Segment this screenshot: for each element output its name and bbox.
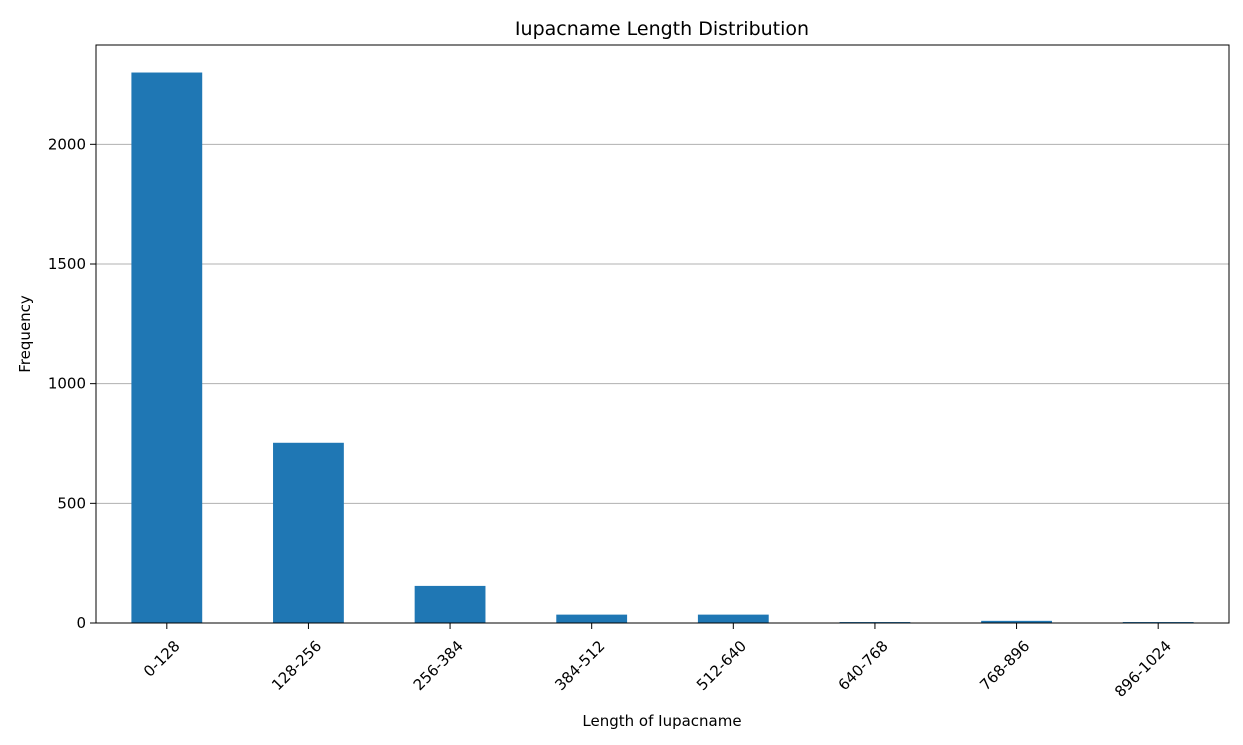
bar-768-896 — [981, 620, 1052, 623]
y-tick-label: 0 — [76, 614, 86, 632]
x-tick-label: 768-896 — [976, 637, 1033, 694]
x-tick-label: 384-512 — [551, 637, 608, 694]
x-tick-label: 896-1024 — [1111, 637, 1175, 701]
x-axis-ticks: 0-128 128-256 256-384 384-512 512-640 640-768… — [140, 623, 1175, 701]
gridlines — [96, 143, 1229, 504]
bar-128-256 — [273, 442, 344, 623]
bar-256-384 — [414, 585, 486, 623]
y-axis-label: Frequency — [16, 295, 34, 373]
bars — [131, 72, 1194, 624]
bar-512-640 — [697, 614, 769, 623]
x-tick-label: 128-256 — [268, 637, 325, 694]
bar-384-512 — [556, 614, 628, 623]
plot-frame — [95, 44, 1230, 624]
y-tick-label: 1500 — [48, 255, 86, 273]
y-axis-ticks: 0 500 1000 1500 2000 — [48, 135, 96, 632]
x-tick-label: 640-768 — [835, 637, 892, 694]
x-tick-label: 0-128 — [140, 637, 184, 681]
x-tick-label: 256-384 — [410, 637, 467, 694]
bar-0-128 — [131, 72, 203, 624]
y-tick-label: 500 — [57, 494, 86, 512]
chart-title: Iupacname Length Distribution — [515, 18, 809, 40]
y-tick-label: 2000 — [48, 135, 86, 153]
y-tick-label: 1000 — [48, 375, 86, 393]
x-tick-label: 512-640 — [693, 637, 750, 694]
x-axis-label: Length of Iupacname — [582, 712, 741, 730]
